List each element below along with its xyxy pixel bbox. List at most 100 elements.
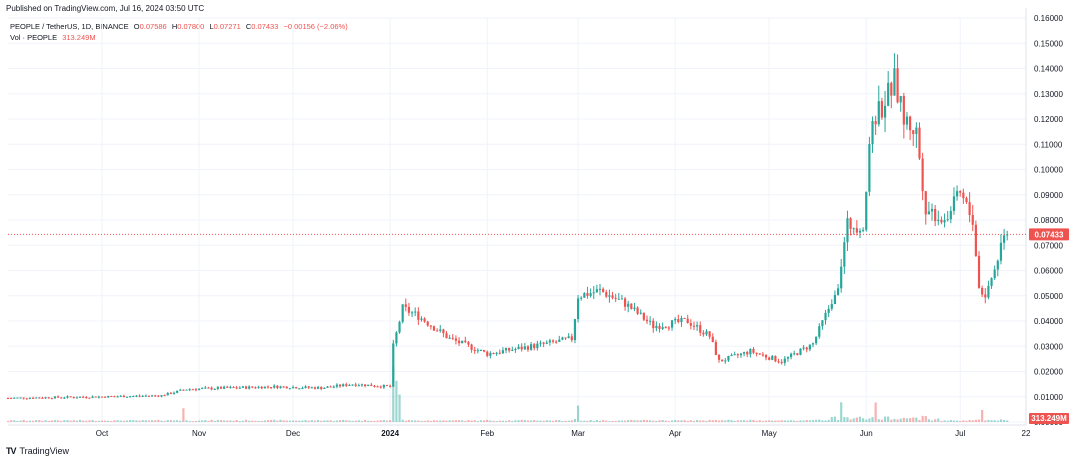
volume-bar — [636, 420, 639, 422]
candle-body — [229, 386, 232, 388]
volume-bar — [238, 421, 241, 422]
volume-bar — [442, 420, 445, 422]
candle-body — [147, 395, 151, 397]
candle-body — [213, 388, 216, 390]
candle-body — [454, 338, 458, 341]
volume-bar — [291, 420, 295, 422]
candle-body — [774, 355, 777, 362]
volume-bar — [414, 420, 417, 422]
tradingview-logo-icon[interactable]: TV — [6, 446, 16, 456]
volume-bar — [235, 420, 238, 422]
volume-bar — [22, 419, 25, 422]
change-value: −0.00156 (−2.06%) — [283, 22, 348, 31]
volume-bar — [846, 417, 849, 422]
candle-body — [154, 395, 157, 397]
candle-body — [915, 127, 918, 135]
candle-body — [223, 386, 226, 389]
volume-bar — [855, 417, 858, 422]
volume-bar — [132, 420, 135, 422]
candle-body — [41, 397, 44, 399]
volume-bar — [658, 420, 661, 422]
candle-body — [232, 386, 235, 388]
volume-bar — [564, 420, 567, 422]
candle-body — [16, 397, 19, 399]
x-tick-label: 2024 — [381, 429, 399, 438]
volume-bar — [116, 420, 119, 422]
y-tick-label: 0.07000 — [1034, 241, 1063, 250]
candle-body — [28, 397, 32, 399]
volume-bar — [392, 367, 395, 422]
volume-value: 313.249M — [62, 33, 96, 42]
candle-body — [436, 330, 439, 332]
volume-bar — [692, 420, 696, 422]
candle-body — [542, 342, 545, 344]
symbol-name[interactable]: PEOPLE / TetherUS, 1D, BINANCE — [10, 22, 129, 31]
volume-bar — [279, 419, 282, 422]
candle-body — [529, 344, 533, 350]
candle-body — [53, 396, 57, 399]
volume-bar — [357, 420, 360, 422]
candle-body — [930, 208, 934, 212]
volume-bar — [47, 420, 50, 422]
volume-bar — [191, 421, 194, 422]
candle-body — [520, 346, 523, 350]
volume-label[interactable]: Vol · PEOPLE — [10, 33, 58, 42]
symbol-legend: PEOPLE / TetherUS, 1D, BINANCE O0.07586 … — [10, 22, 351, 31]
candle-body — [636, 307, 639, 314]
volume-bar — [586, 420, 589, 422]
volume-bar — [542, 420, 545, 422]
candle-body — [157, 395, 160, 397]
volume-bar — [147, 420, 151, 422]
candle-body — [968, 202, 971, 216]
published-note: Published on TradingView.com, Jul 16, 20… — [6, 4, 205, 13]
candle-body — [909, 116, 912, 131]
candle-body — [210, 387, 213, 390]
volume-bar — [282, 420, 285, 422]
volume-bar — [702, 420, 705, 422]
candle-body — [125, 396, 129, 398]
volume-bar — [811, 420, 815, 422]
candle-body — [746, 352, 749, 355]
volume-bar — [943, 420, 946, 422]
candle-body — [207, 387, 210, 389]
volume-bar — [31, 420, 35, 422]
volume-bar — [981, 409, 984, 422]
candle-body — [414, 311, 417, 313]
volume-bar — [166, 420, 169, 422]
candle-body — [865, 191, 868, 230]
volume-bar — [742, 420, 746, 422]
volume-bar — [686, 420, 689, 422]
volume-bar — [483, 420, 486, 422]
candle-body — [705, 331, 708, 335]
volume-bar — [595, 420, 598, 422]
volume-bar — [210, 419, 213, 422]
volume-bar — [317, 420, 320, 422]
volume-bar — [724, 420, 727, 422]
candle-body — [285, 386, 288, 389]
volume-bar — [223, 420, 226, 422]
candle-body — [448, 337, 451, 339]
volume-bar — [576, 405, 580, 422]
candle-body — [495, 352, 498, 354]
close-label: C — [245, 22, 252, 31]
candle-body — [57, 396, 60, 398]
volume-bar — [627, 420, 630, 422]
y-tick-label: 0.15000 — [1034, 39, 1063, 48]
brand-name[interactable]: TradingView — [19, 446, 70, 456]
candle-body — [724, 360, 727, 362]
volume-bar — [204, 420, 207, 422]
y-tick-label: 0.03000 — [1034, 342, 1063, 351]
candle-body — [326, 386, 329, 388]
volume-bar — [473, 420, 476, 422]
volume-bar — [902, 417, 905, 422]
candle-body — [670, 320, 674, 328]
candle-body — [633, 307, 636, 310]
candle-body — [182, 389, 185, 391]
volume-bar — [439, 420, 442, 422]
volume-bar — [320, 420, 323, 422]
candle-body — [677, 319, 680, 323]
candle-body — [749, 348, 752, 355]
volume-bar — [883, 416, 887, 422]
x-tick-label: Mar — [571, 429, 585, 438]
